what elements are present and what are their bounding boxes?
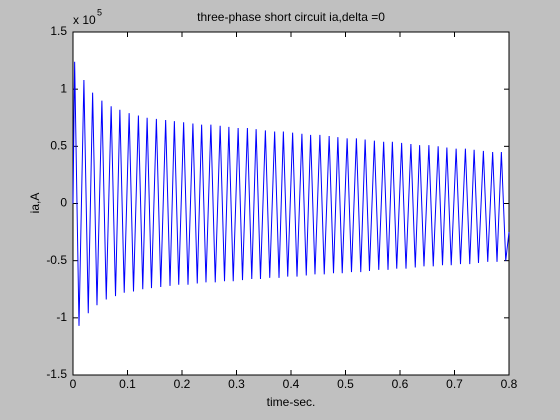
y-tick-label: 1.5 <box>50 24 67 38</box>
x-tick-label: 0.3 <box>228 377 245 391</box>
x-tick-label: 0.1 <box>119 377 136 391</box>
x-tick-label: 0.5 <box>337 377 354 391</box>
x-tick-label: 0.4 <box>283 377 300 391</box>
y-axis-label: ia,A <box>28 193 42 214</box>
y-tick-label: -0.5 <box>46 253 67 267</box>
x-tick-label: 0 <box>70 377 77 391</box>
y-tick-label: -1.5 <box>46 367 67 381</box>
plot-area <box>72 31 510 376</box>
x-tick-label: 0.7 <box>446 377 463 391</box>
chart-title: three-phase short circuit ia,delta =0 <box>197 10 385 24</box>
x-tick-label: 0.6 <box>392 377 409 391</box>
x-axis-label: time-sec. <box>267 395 316 409</box>
data-line <box>72 61 510 326</box>
y-multiplier-exponent: 5 <box>97 7 102 17</box>
y-tick-label: 1 <box>60 81 67 95</box>
y-multiplier: x 10 <box>73 13 96 27</box>
y-tick-label: 0 <box>60 196 67 210</box>
y-tick-label: 0.5 <box>50 139 67 153</box>
x-tick-label: 0.2 <box>174 377 191 391</box>
x-tick-label: 0.8 <box>501 377 518 391</box>
y-tick-label: -1 <box>56 310 67 324</box>
